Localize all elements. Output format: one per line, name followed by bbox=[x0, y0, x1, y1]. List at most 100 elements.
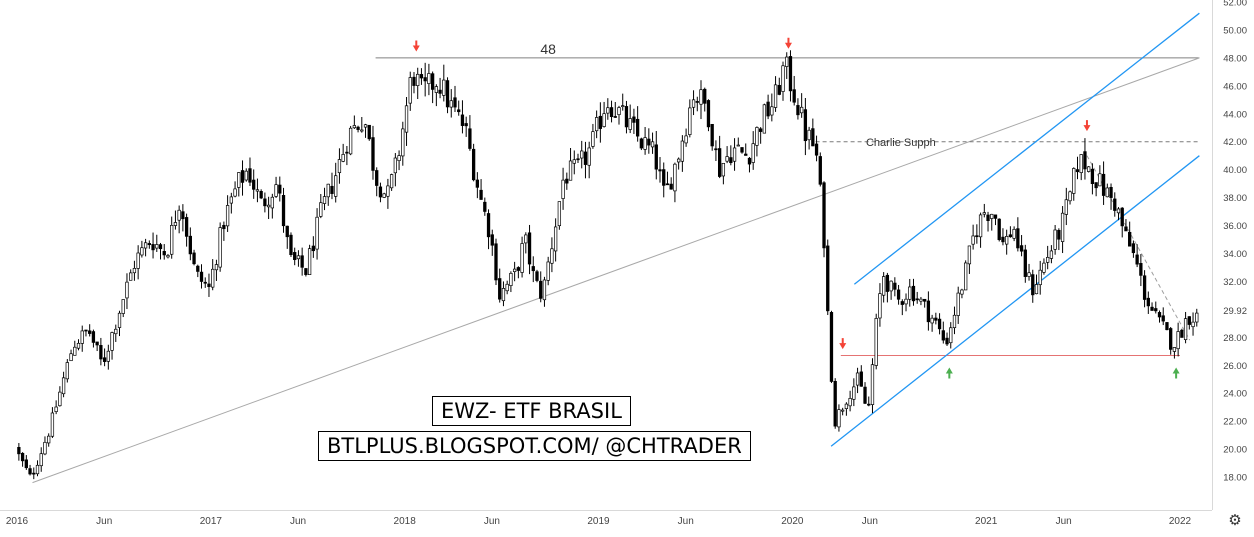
candle-body bbox=[84, 329, 88, 332]
candle-body bbox=[762, 104, 767, 134]
candle-body bbox=[1046, 257, 1050, 263]
candle-body bbox=[166, 255, 170, 258]
candle-body bbox=[1094, 182, 1098, 189]
candle-body bbox=[1169, 328, 1173, 350]
candle-body bbox=[833, 381, 837, 427]
y-tick-label: 48.00 bbox=[1223, 53, 1247, 64]
candle-body bbox=[218, 227, 222, 268]
candle-body bbox=[736, 144, 740, 147]
candle-body bbox=[855, 372, 860, 386]
candle-body bbox=[490, 234, 494, 246]
candle-body bbox=[1083, 151, 1087, 170]
candle-body bbox=[814, 143, 819, 156]
candle-body bbox=[445, 80, 450, 108]
candle-body bbox=[1135, 254, 1139, 265]
candle-body bbox=[777, 84, 781, 95]
arrow-up-marker bbox=[1172, 367, 1180, 379]
candle-body bbox=[1142, 275, 1147, 300]
candle-body bbox=[43, 441, 47, 455]
candle-body bbox=[117, 312, 122, 328]
candle-body bbox=[300, 255, 304, 268]
candle-body bbox=[371, 137, 375, 171]
candle-body bbox=[990, 213, 994, 219]
candle-body bbox=[73, 346, 77, 356]
candle-body bbox=[758, 128, 763, 132]
candle-body bbox=[442, 79, 446, 96]
candle-body bbox=[214, 264, 219, 271]
arrow-down-marker bbox=[839, 338, 847, 350]
candle-body bbox=[1057, 229, 1061, 240]
candle-body bbox=[121, 299, 125, 314]
candle-body bbox=[360, 129, 364, 132]
last-price-tag bbox=[1215, 303, 1251, 318]
axes: 2016 Jun 2017 Jun 2018 Jun 2019 Jun 2020 Jun 2021 J… bbox=[0, 0, 1251, 527]
candle-body bbox=[941, 330, 945, 341]
arrow-down-marker bbox=[412, 40, 420, 52]
candle-body bbox=[192, 252, 196, 265]
candle-body bbox=[587, 147, 591, 166]
candle-body bbox=[803, 109, 808, 142]
candle-body bbox=[39, 453, 43, 467]
candle-body bbox=[114, 328, 118, 335]
candle-body bbox=[524, 234, 528, 244]
candle-body bbox=[766, 101, 770, 117]
candle-body bbox=[106, 350, 110, 362]
candle-body bbox=[501, 288, 506, 302]
candle-body bbox=[867, 403, 871, 406]
candle-body bbox=[1128, 231, 1132, 247]
candle-body bbox=[621, 105, 625, 107]
candle-body bbox=[863, 386, 867, 404]
candle-body bbox=[800, 106, 804, 114]
candle-body bbox=[412, 76, 416, 86]
candle-body bbox=[352, 125, 356, 129]
candle-body bbox=[404, 105, 409, 133]
candle-body bbox=[568, 160, 573, 181]
long-term-trendline-line bbox=[32, 57, 1200, 484]
candle-body bbox=[822, 182, 826, 249]
candle-body bbox=[494, 243, 498, 281]
candle-body bbox=[203, 281, 207, 284]
candle-body bbox=[632, 116, 636, 123]
candle-body bbox=[255, 189, 260, 192]
y-tick-label: 32.00 bbox=[1223, 277, 1247, 288]
candle-body bbox=[311, 245, 315, 252]
candle-body bbox=[841, 409, 845, 412]
candle-body bbox=[576, 158, 580, 161]
x-tick-label: 2021 bbox=[975, 516, 998, 527]
candle-body bbox=[1090, 168, 1095, 185]
candle-body bbox=[546, 261, 550, 281]
candle-body bbox=[505, 283, 509, 292]
candle-body bbox=[744, 153, 748, 156]
candle-body bbox=[196, 265, 200, 272]
candle-body bbox=[259, 191, 263, 199]
candle-body bbox=[423, 77, 427, 82]
candle-body bbox=[1195, 312, 1199, 323]
candle-body bbox=[468, 128, 472, 149]
candle-body bbox=[1072, 168, 1076, 194]
candle-body bbox=[967, 245, 972, 265]
candle-body bbox=[449, 100, 453, 108]
candle-body bbox=[710, 123, 714, 147]
candle-body bbox=[1005, 236, 1009, 245]
y-tick-label: 20.00 bbox=[1223, 445, 1247, 456]
y-tick-label: 28.00 bbox=[1223, 333, 1247, 344]
candle-body bbox=[1098, 173, 1102, 187]
settings-gear-icon[interactable]: ⚙ bbox=[1228, 512, 1242, 529]
y-tick-label: 34.00 bbox=[1223, 249, 1247, 260]
arrow-down-marker bbox=[1083, 120, 1091, 132]
candle-body bbox=[673, 163, 677, 192]
candle-body bbox=[889, 280, 893, 292]
candle-body bbox=[132, 268, 137, 274]
candle-body bbox=[147, 243, 151, 246]
candle-body bbox=[512, 268, 517, 272]
candle-body bbox=[695, 101, 699, 103]
candle-body bbox=[654, 144, 658, 170]
x-tick-label: 2017 bbox=[200, 516, 223, 527]
candle-body bbox=[852, 386, 856, 400]
candle-body bbox=[826, 245, 830, 312]
candle-body bbox=[35, 464, 40, 475]
x-tick-label: 2018 bbox=[394, 516, 417, 527]
candle-body bbox=[319, 202, 323, 217]
